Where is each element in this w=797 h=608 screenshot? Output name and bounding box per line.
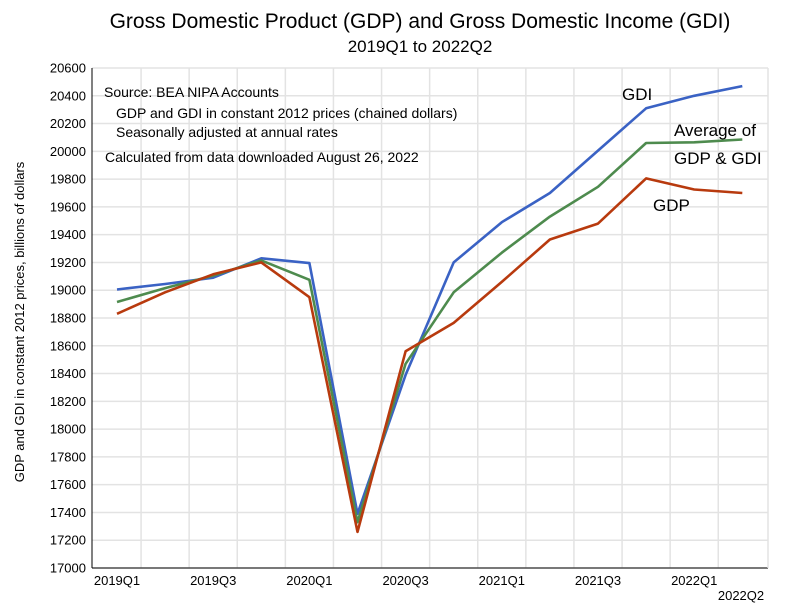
x-tick-labels: 2019Q1 2019Q3 2020Q1 2020Q3 2021Q1 2021Q3 2022… <box>94 573 764 603</box>
y-tick-label-17600: 17600 <box>50 477 86 492</box>
annotation-source: Source: BEA NIPA Accounts <box>104 84 279 100</box>
x-tick-label-2019Q1: 2019Q1 <box>94 573 140 588</box>
x-tick-label-2021Q1: 2021Q1 <box>479 573 525 588</box>
source-annotations: Source: BEA NIPA Accounts GDP and GDI in… <box>104 84 457 165</box>
annotation-seasonal: Seasonally adjusted at annual rates <box>116 124 338 140</box>
y-tick-label-18200: 18200 <box>50 394 86 409</box>
chart-title: Gross Domestic Product (GDP) and Gross D… <box>110 10 731 33</box>
y-tick-label-18600: 18600 <box>50 338 86 353</box>
x-tick-label-2020Q1: 2020Q1 <box>286 573 332 588</box>
annotation-prices: GDP and GDI in constant 2012 prices (cha… <box>116 105 457 121</box>
series-label-average-line2: GDP & GDI <box>674 149 762 168</box>
y-tick-label-20000: 20000 <box>50 144 86 159</box>
y-axis-label: GDP and GDI in constant 2012 prices, bil… <box>12 161 27 482</box>
x-tick-label-2021Q3: 2021Q3 <box>575 573 621 588</box>
y-tick-label-18000: 18000 <box>50 422 86 437</box>
series-label-gdi: GDI <box>622 85 652 104</box>
y-tick-label-19000: 19000 <box>50 283 86 298</box>
y-tick-label-17200: 17200 <box>50 533 86 548</box>
y-tick-label-17400: 17400 <box>50 505 86 520</box>
series-label-average-line1: Average of <box>674 121 756 140</box>
y-tick-label-18800: 18800 <box>50 311 86 326</box>
y-tick-label-19600: 19600 <box>50 199 86 214</box>
x-tick-label-2020Q3: 2020Q3 <box>382 573 428 588</box>
series-label-gdp: GDP <box>653 196 690 215</box>
y-tick-label-17800: 17800 <box>50 449 86 464</box>
y-tick-label-19800: 19800 <box>50 172 86 187</box>
y-tick-label-20200: 20200 <box>50 116 86 131</box>
y-tick-label-17000: 17000 <box>50 561 86 576</box>
x-tick-label-2022Q1: 2022Q1 <box>671 573 717 588</box>
annotation-download-date: Calculated from data downloaded August 2… <box>105 149 419 165</box>
y-tick-label-18400: 18400 <box>50 366 86 381</box>
gridlines <box>92 67 768 569</box>
chart-subtitle: 2019Q1 to 2022Q2 <box>348 37 493 56</box>
series-line-gdp <box>116 177 743 534</box>
series-line-gdi <box>116 84 743 516</box>
axes <box>91 68 769 569</box>
x-tick-label-2022Q2: 2022Q2 <box>718 588 764 603</box>
series-lines <box>116 84 743 534</box>
y-tick-label-19200: 19200 <box>50 255 86 270</box>
y-tick-labels: 17000 17200 17400 17600 17800 18000 18200 18400… <box>50 61 86 576</box>
x-tick-label-2019Q3: 2019Q3 <box>190 573 236 588</box>
y-tick-label-20400: 20400 <box>50 88 86 103</box>
y-tick-label-20600: 20600 <box>50 61 86 76</box>
y-tick-label-19400: 19400 <box>50 227 86 242</box>
